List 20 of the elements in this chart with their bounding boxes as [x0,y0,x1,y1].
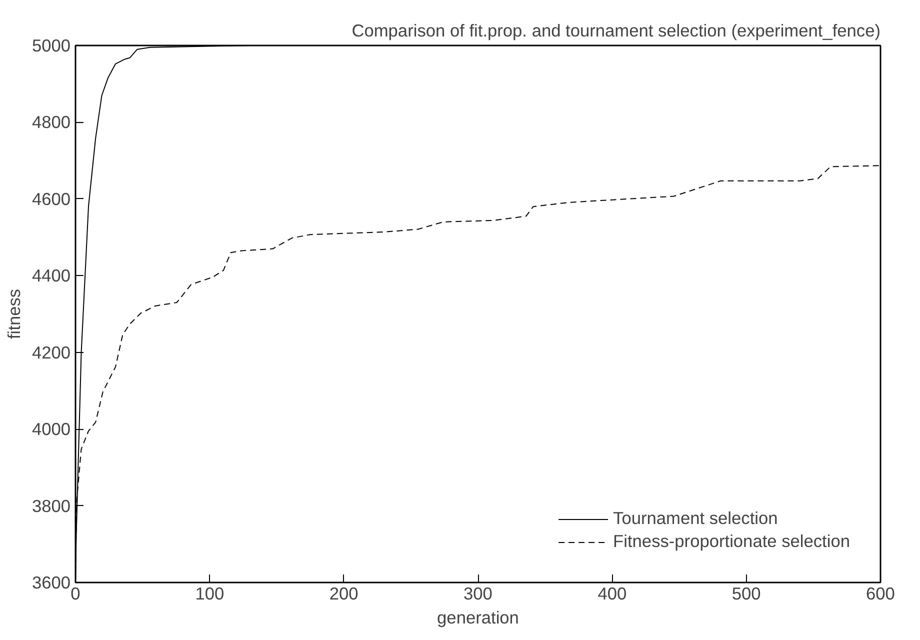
legend-label: Fitness-proportionate selection [613,531,850,552]
legend-label: Tournament selection [613,508,778,529]
chart-title: Comparison of fit.prop. and tournament selection (experiment_fence) [352,20,881,40]
y-tick-label: 3600 [32,572,71,592]
x-tick-label: 400 [598,584,627,604]
y-tick-label: 4800 [32,112,71,132]
y-tick-label: 4000 [32,419,71,440]
x-tick-label: 0 [70,584,80,604]
y-tick-label: 3800 [32,496,71,516]
x-tick-label: 100 [195,584,224,604]
y-tick-label: 5000 [32,36,71,56]
x-tick-label: 200 [329,584,358,604]
x-tick-label: 600 [866,584,895,604]
y-tick-label: 4200 [32,342,71,362]
y-tick-label: 4600 [32,188,71,209]
y-tick-label: 4400 [32,266,71,286]
x-tick-label: 300 [464,584,492,604]
x-axis-title: generation [437,608,519,628]
x-tick-label: 500 [732,584,761,604]
y-axis-title: fitness [4,288,24,340]
